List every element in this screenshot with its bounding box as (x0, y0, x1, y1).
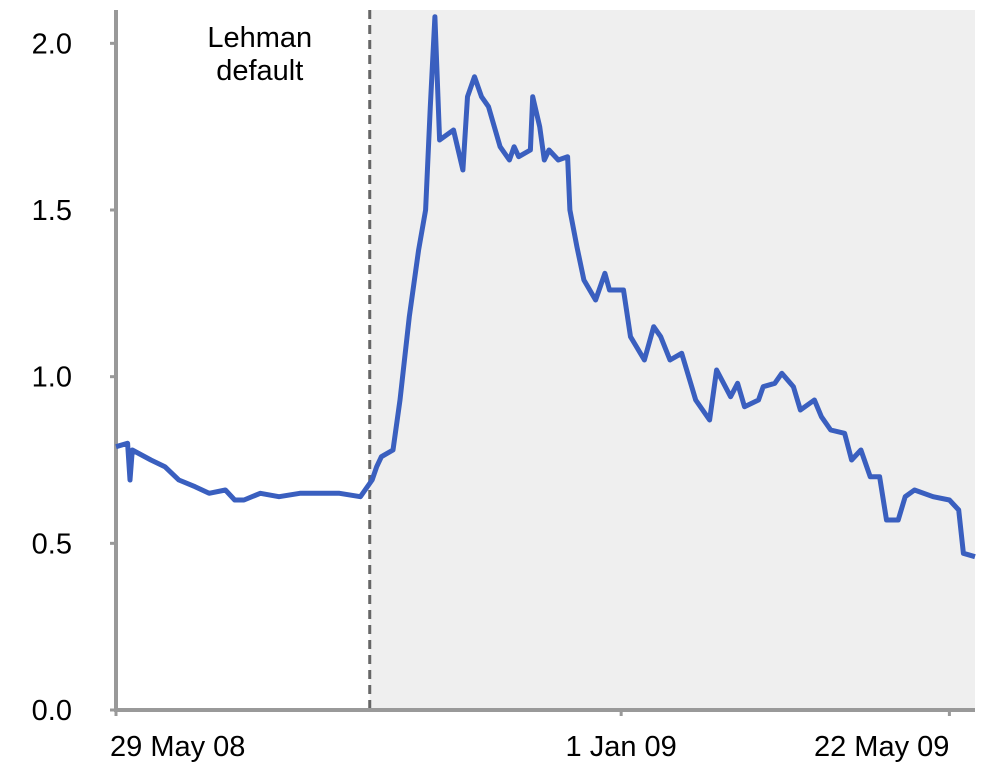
x-tick-label: 1 Jan 09 (566, 731, 677, 763)
y-tick-label: 0.0 (32, 695, 72, 727)
x-tick-label: 29 May 08 (110, 731, 245, 763)
x-tick-label: 22 May 09 (814, 731, 949, 763)
y-tick-label: 1.0 (32, 362, 72, 394)
annotation-label: Lehman default (207, 22, 313, 87)
y-tick-label: 2.0 (32, 28, 72, 60)
data-line (115, 14, 976, 560)
y-tick-label: 0.5 (32, 528, 72, 560)
y-tick-label: 1.5 (32, 195, 72, 227)
